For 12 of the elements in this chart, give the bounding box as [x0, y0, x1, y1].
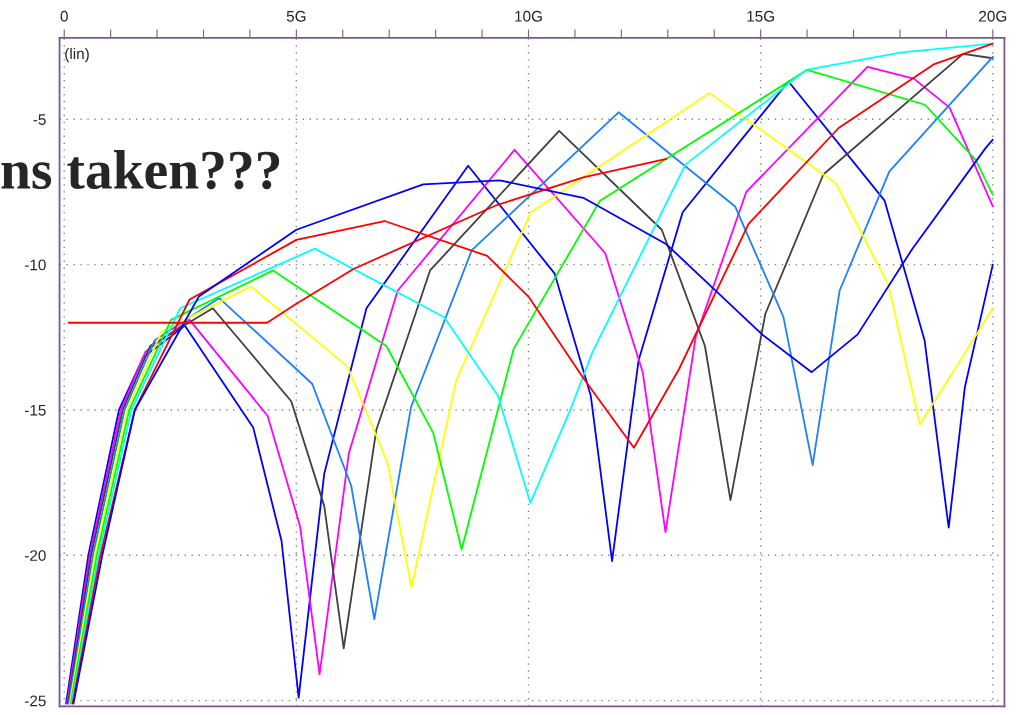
y-tick-label: -20: [24, 550, 46, 561]
x-tick-label: 5G: [286, 10, 306, 22]
x-tick-label: 10G: [515, 10, 542, 22]
x-tick-label: 0: [60, 10, 68, 22]
annotation: (lin): [65, 47, 89, 63]
y-tick-label: -10: [24, 259, 46, 271]
x-tick-label: 15G: [747, 10, 774, 22]
y-tick-label: -15: [24, 404, 46, 416]
y-tick-label: -25: [24, 695, 46, 707]
x-tick-label: 20G: [979, 10, 1007, 22]
annotation: ns taken???: [1, 149, 280, 190]
y-tick-label: -5: [33, 114, 46, 125]
